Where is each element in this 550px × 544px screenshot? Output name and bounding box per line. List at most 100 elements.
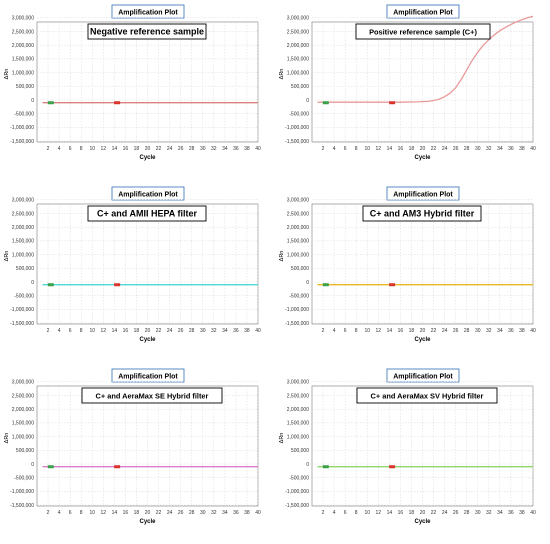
x-tick-label: 32 <box>486 510 492 516</box>
y-tick-label: 2,000,000 <box>12 43 34 49</box>
x-tick-label: 10 <box>89 328 95 334</box>
annotation-box <box>356 387 498 404</box>
baseline-marker <box>389 465 396 469</box>
y-tick-label: -1,000,000 <box>10 489 34 495</box>
y-axis-label: ΔRn <box>279 433 285 444</box>
y-tick-label: 0 <box>31 462 34 468</box>
x-tick-label: 16 <box>398 328 404 334</box>
x-tick-label: 4 <box>333 510 336 516</box>
baseline-marker <box>47 283 54 287</box>
x-tick-label: 34 <box>497 328 503 334</box>
x-tick-label: 38 <box>519 146 525 152</box>
x-tick-label: 14 <box>112 510 118 516</box>
y-tick-label: 3,000,000 <box>287 380 309 386</box>
x-tick-label: 6 <box>69 328 72 334</box>
x-tick-label: 32 <box>486 146 492 152</box>
annotation-label: Negative reference sample <box>90 27 204 37</box>
x-tick-label: 30 <box>200 328 206 334</box>
x-tick-label: 26 <box>453 510 459 516</box>
y-tick-label: -500,000 <box>14 112 34 118</box>
y-tick-label: 2,000,000 <box>12 407 34 413</box>
x-tick-label: 38 <box>244 328 250 334</box>
x-axis-label: Cycle <box>139 155 156 161</box>
y-tick-label: 2,500,000 <box>287 393 309 399</box>
y-tick-label: 1,500,000 <box>12 57 34 63</box>
y-tick-label: -1,000,000 <box>285 307 309 313</box>
x-tick-label: 32 <box>211 328 217 334</box>
x-tick-label: 22 <box>156 328 162 334</box>
x-axis-label: Cycle <box>139 519 156 525</box>
x-tick-label: 18 <box>409 328 415 334</box>
x-tick-label: 20 <box>145 146 151 152</box>
x-tick-label: 34 <box>222 146 228 152</box>
y-tick-label: 500,000 <box>291 266 309 272</box>
x-tick-label: 12 <box>101 510 107 516</box>
x-tick-label: 22 <box>156 510 162 516</box>
x-tick-label: 16 <box>123 328 129 334</box>
x-tick-label: 36 <box>233 510 239 516</box>
x-tick-label: 40 <box>255 328 261 334</box>
x-tick-label: 2 <box>47 328 50 334</box>
y-tick-label: 0 <box>306 462 309 468</box>
y-tick-label: 0 <box>306 280 309 286</box>
x-tick-label: 36 <box>508 328 514 334</box>
x-tick-label: 6 <box>344 510 347 516</box>
x-tick-label: 8 <box>80 510 83 516</box>
annotation-box <box>81 387 223 404</box>
x-tick-label: 26 <box>453 146 459 152</box>
x-tick-label: 2 <box>47 146 50 152</box>
baseline-marker <box>114 465 121 469</box>
x-tick-label: 30 <box>475 328 481 334</box>
y-axis-label: ΔRn <box>4 433 10 444</box>
annotation-box <box>87 23 207 40</box>
baseline-marker <box>389 101 396 105</box>
x-tick-label: 32 <box>211 146 217 152</box>
x-tick-label: 16 <box>398 146 404 152</box>
y-tick-label: 2,500,000 <box>12 393 34 399</box>
x-tick-label: 20 <box>420 146 426 152</box>
y-tick-label: 2,500,000 <box>287 211 309 217</box>
x-axis-label: Cycle <box>414 155 431 161</box>
baseline-marker <box>322 465 329 469</box>
y-tick-label: 1,500,000 <box>287 57 309 63</box>
y-tick-label: 3,000,000 <box>287 198 309 204</box>
baseline-marker <box>389 283 396 287</box>
x-tick-label: 26 <box>178 146 184 152</box>
baseline-marker <box>322 283 329 287</box>
x-tick-label: 34 <box>497 146 503 152</box>
y-tick-label: 2,500,000 <box>12 211 34 217</box>
x-tick-label: 36 <box>233 146 239 152</box>
x-tick-label: 38 <box>519 328 525 334</box>
y-axis-label: ΔRn <box>279 69 285 80</box>
x-tick-label: 30 <box>475 510 481 516</box>
annotation-label: Positive reference sample (C+) <box>369 28 477 37</box>
x-tick-label: 38 <box>519 510 525 516</box>
x-axis-label: Cycle <box>414 337 431 343</box>
x-tick-label: 22 <box>156 146 162 152</box>
x-tick-label: 6 <box>344 146 347 152</box>
x-tick-label: 30 <box>475 146 481 152</box>
x-tick-label: 2 <box>322 328 325 334</box>
x-tick-label: 28 <box>189 146 195 152</box>
y-tick-label: -500,000 <box>14 294 34 300</box>
x-tick-label: 2 <box>47 510 50 516</box>
y-tick-label: 1,500,000 <box>287 239 309 245</box>
y-tick-label: -1,500,000 <box>10 503 34 509</box>
y-tick-label: 3,000,000 <box>287 16 309 22</box>
x-tick-label: 20 <box>145 328 151 334</box>
y-tick-label: -500,000 <box>14 476 34 482</box>
annotation-label: C+ and AM3 Hybrid filter <box>370 209 475 219</box>
baseline-marker <box>47 101 54 105</box>
x-tick-label: 38 <box>244 510 250 516</box>
x-tick-label: 36 <box>508 146 514 152</box>
x-tick-label: 30 <box>200 510 206 516</box>
chart-title: Amplification Plot <box>393 191 453 198</box>
y-tick-label: 3,000,000 <box>12 16 34 22</box>
x-tick-label: 34 <box>222 510 228 516</box>
x-tick-label: 16 <box>123 146 129 152</box>
